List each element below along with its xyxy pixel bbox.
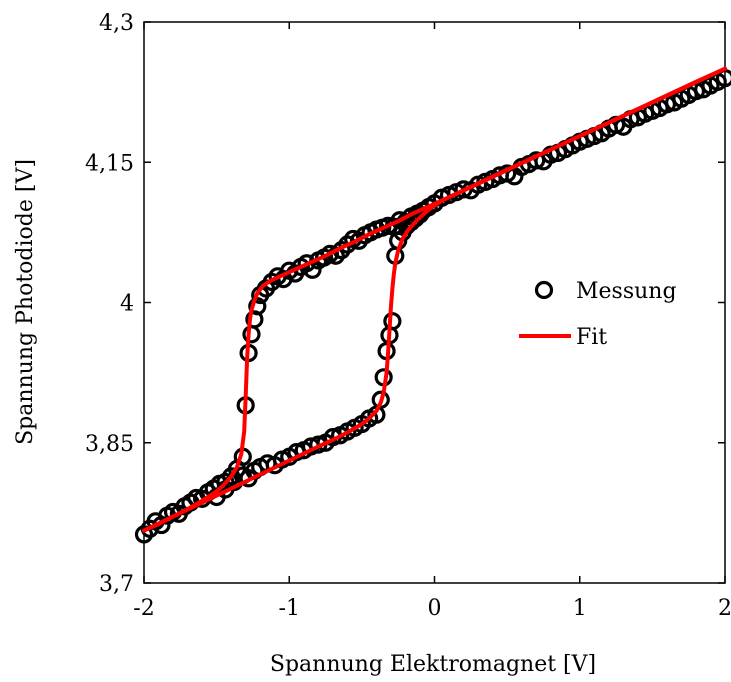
y-axis-title: Spannung Photodiode [V]	[13, 159, 38, 445]
x-axis-title: Spannung Elektromagnet [V]	[270, 652, 596, 677]
x-tick-label: 1	[573, 596, 587, 621]
legend-label-messung: Messung	[576, 279, 677, 304]
y-tick-label: 4,3	[99, 11, 134, 36]
data-point	[371, 390, 390, 409]
y-tick-label: 4,15	[85, 151, 134, 176]
x-tick-label: 2	[718, 596, 731, 621]
y-tick-label: 4	[120, 292, 134, 317]
x-tick-label: -2	[133, 596, 154, 621]
axes: -2 -1 0 1 2 3,7 3,85 4 4,15 4,3	[85, 11, 731, 621]
y-tick-label: 3,7	[99, 572, 134, 597]
plot-area	[134, 66, 731, 544]
fit-line	[142, 66, 727, 533]
legend: Messung Fit	[519, 279, 677, 350]
data-point	[248, 297, 267, 316]
x-tick-label: -1	[279, 596, 300, 621]
legend-label-fit: Fit	[576, 325, 607, 350]
x-tick-label: 0	[428, 596, 442, 621]
legend-marker-messung	[534, 280, 554, 300]
y-tick-label: 3,85	[85, 432, 134, 457]
